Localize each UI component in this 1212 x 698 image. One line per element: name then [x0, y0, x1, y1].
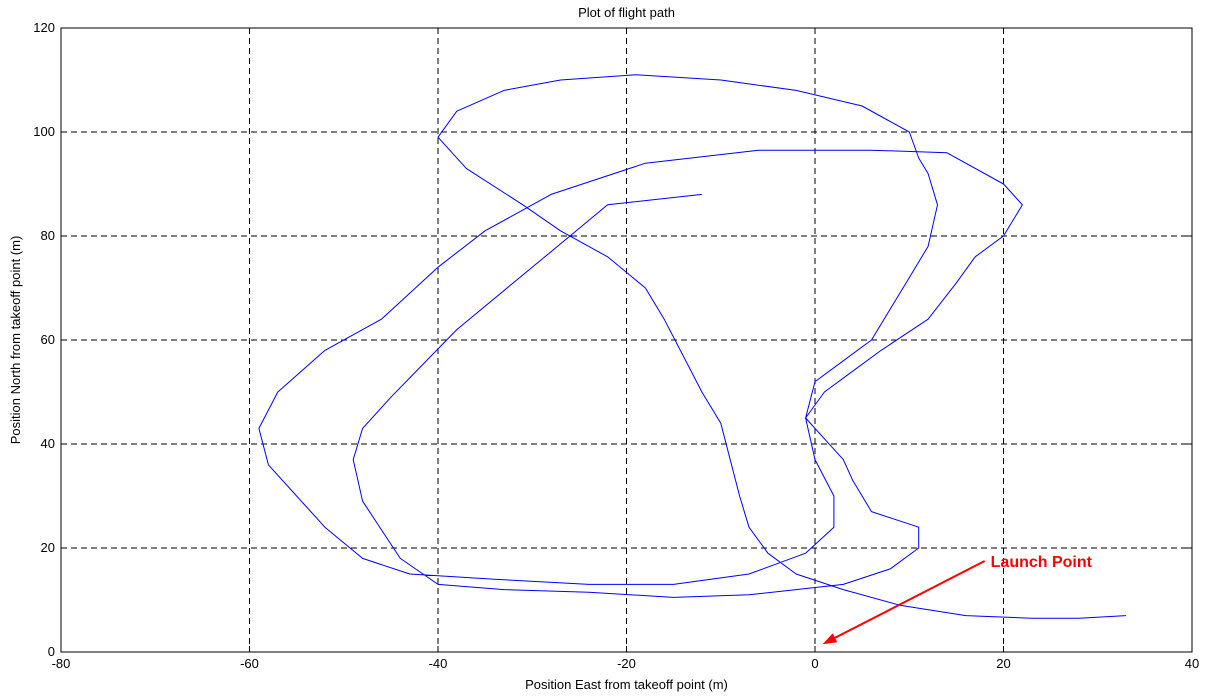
x-tick-label: 40 — [1185, 656, 1199, 671]
y-axis-label: Position North from takeoff point (m) — [8, 236, 23, 445]
launch-point-arrow — [834, 560, 986, 639]
y-tick-label: 40 — [41, 436, 55, 451]
x-tick-label: -60 — [240, 656, 259, 671]
grid-lines — [61, 28, 1192, 652]
y-tick-label: 0 — [48, 644, 55, 659]
launch-point-arrowhead — [822, 633, 838, 645]
chart-title: Plot of flight path — [578, 5, 675, 20]
y-tick-label: 100 — [33, 124, 55, 139]
axis-ticks: -80 -60 -40 -20 0 20 40 0 20 40 60 80 100 120 — [33, 20, 1199, 671]
flight-path-line — [258, 74, 1127, 619]
launch-point-annotation: Launch Point — [822, 554, 1093, 645]
y-tick-label: 120 — [33, 20, 55, 35]
x-tick-label: -20 — [617, 656, 636, 671]
x-tick-label: -40 — [429, 656, 448, 671]
x-tick-label: -80 — [52, 656, 71, 671]
x-tick-label: 0 — [811, 656, 818, 671]
x-axis-label: Position East from takeoff point (m) — [525, 677, 728, 692]
y-tick-label: 20 — [41, 540, 55, 555]
y-tick-label: 80 — [41, 228, 55, 243]
y-tick-label: 60 — [41, 332, 55, 347]
launch-point-label: Launch Point — [991, 554, 1093, 571]
x-tick-label: 20 — [996, 656, 1010, 671]
series-lines — [258, 74, 1127, 619]
